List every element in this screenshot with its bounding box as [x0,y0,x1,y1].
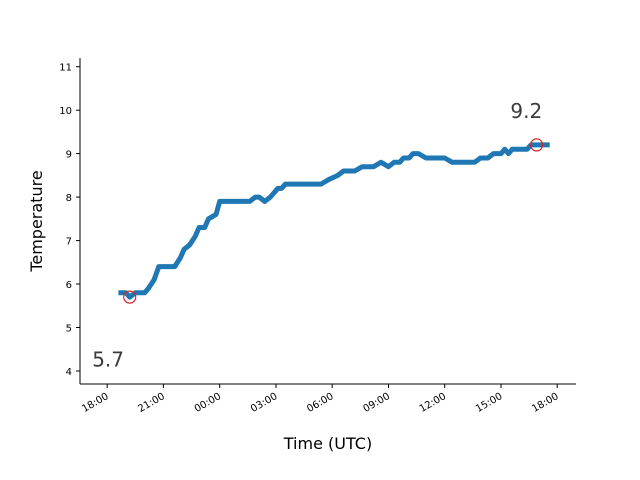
x-tick-label: 12:00 [418,391,448,415]
y-tick-label: 8 [66,193,72,204]
y-tick-label: 5 [66,324,72,335]
temperature-series-line [118,142,550,300]
x-tick-label: 03:00 [249,391,279,415]
min-marker [123,290,137,304]
max-label: 9.2 [510,99,542,123]
x-tick-label: 00:00 [193,391,223,415]
y-tick-label: 9 [66,150,72,161]
y-tick-label: 4 [66,367,72,378]
x-tick-label: 09:00 [362,391,392,415]
x-tick-label: 21:00 [136,391,166,415]
x-tick-label: 18:00 [80,391,110,415]
y-axis-label: Temperature [27,170,46,272]
x-tick-label: 06:00 [305,391,335,415]
x-tick-label: 18:00 [530,391,560,415]
max-marker [529,138,544,152]
x-tick-label: 15:00 [474,391,504,415]
x-axis-label: Time (UTC) [283,434,372,453]
min-label: 5.7 [92,348,124,372]
y-tick-label: 11 [59,63,72,74]
y-tick-label: 7 [66,237,72,248]
y-tick-label: 10 [59,106,72,117]
y-tick-label: 6 [66,280,72,291]
